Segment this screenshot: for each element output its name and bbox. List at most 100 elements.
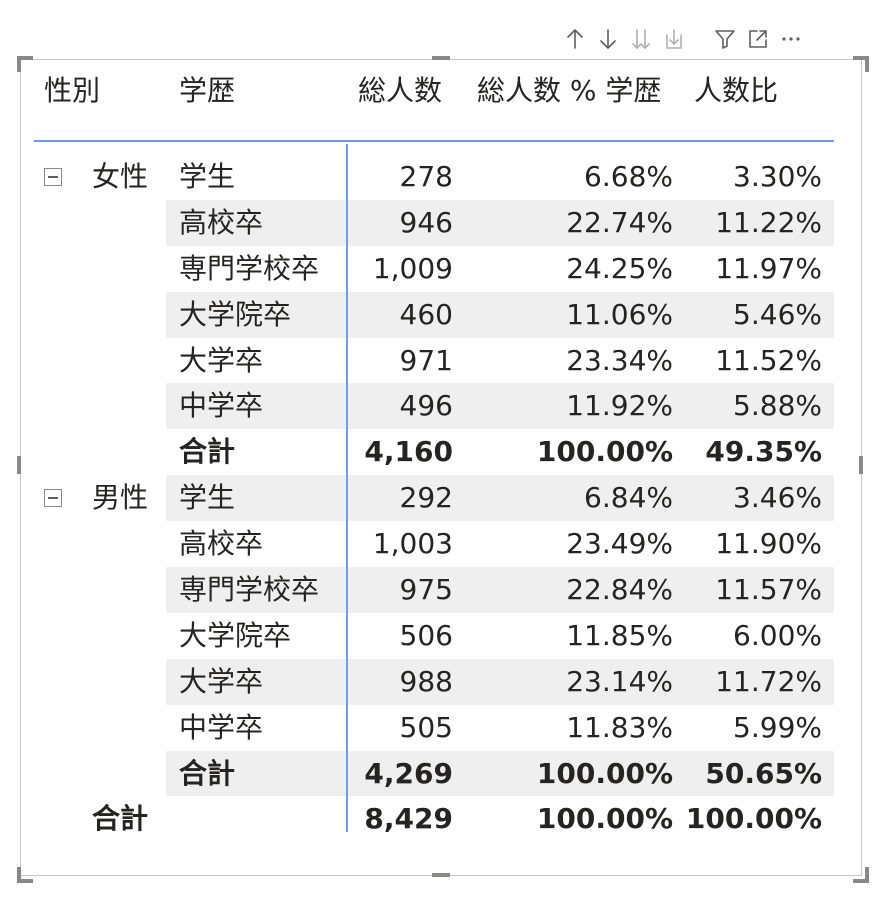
row-header-education[interactable]: 大学院卒 [179, 618, 292, 652]
row-header-gender[interactable]: 女性 [92, 160, 149, 193]
row-header-education[interactable]: 学生 [179, 481, 236, 515]
header-ratio[interactable]: 人数比 [694, 74, 779, 107]
table-row[interactable]: 専門学校卒 975 22.84% 11.57% [34, 567, 834, 613]
value-total[interactable]: 4,160 [364, 435, 453, 469]
value-ratio[interactable]: 5.46% [733, 297, 822, 331]
value-pct-education[interactable]: 24.25% [566, 251, 673, 285]
header-gender[interactable]: 性別 [44, 74, 101, 107]
value-total[interactable]: 975 [399, 573, 453, 607]
value-ratio[interactable]: 3.46% [733, 481, 822, 515]
value-ratio[interactable]: 11.72% [715, 664, 822, 698]
value-ratio[interactable]: 50.65% [705, 756, 822, 790]
value-ratio[interactable]: 11.57% [715, 573, 822, 607]
value-total[interactable]: 4,269 [364, 756, 453, 790]
filter-button[interactable] [710, 22, 740, 56]
value-total[interactable]: 460 [399, 297, 453, 331]
value-pct-education[interactable]: 6.84% [584, 481, 673, 515]
resize-handle-left[interactable] [17, 456, 21, 474]
value-ratio[interactable]: 6.00% [733, 618, 822, 652]
value-pct-education[interactable]: 100.00% [536, 802, 673, 836]
value-ratio[interactable]: 49.35% [705, 435, 822, 469]
focus-mode-button[interactable] [743, 22, 773, 56]
resize-corner-top-right[interactable] [853, 56, 869, 72]
row-header-education[interactable]: 専門学校卒 [179, 573, 320, 607]
value-ratio[interactable]: 5.99% [733, 710, 822, 744]
value-ratio[interactable]: 11.90% [715, 527, 822, 561]
value-ratio[interactable]: 3.30% [733, 160, 822, 193]
resize-handle-right[interactable] [859, 456, 863, 474]
resize-handle-bottom[interactable] [432, 873, 450, 877]
drill-up-button[interactable] [560, 22, 590, 56]
table-row[interactable]: 大学院卒 460 11.06% 5.46% [34, 291, 834, 338]
value-pct-education[interactable]: 23.49% [566, 527, 673, 561]
resize-handle-top[interactable] [432, 56, 450, 60]
row-header-education[interactable]: 高校卒 [179, 527, 264, 561]
drill-down-button[interactable] [593, 22, 623, 56]
value-pct-education[interactable]: 100.00% [536, 435, 673, 469]
row-header-education[interactable]: 中学卒 [179, 710, 264, 744]
value-total[interactable]: 971 [399, 343, 453, 377]
row-header-education[interactable]: 大学卒 [179, 343, 264, 377]
table-row[interactable]: 男性 学生 292 6.84% 3.46% [34, 475, 834, 522]
value-ratio[interactable]: 100.00% [685, 802, 822, 836]
more-options-button[interactable] [776, 22, 806, 56]
row-header-education[interactable]: 中学卒 [179, 389, 264, 423]
table-row[interactable]: 中学卒 505 11.83% 5.99% [34, 705, 834, 751]
resize-corner-top-left[interactable] [17, 56, 33, 72]
value-pct-education[interactable]: 23.14% [566, 664, 673, 698]
table-row[interactable]: 高校卒 946 22.74% 11.22% [34, 199, 834, 246]
table-row[interactable]: 中学卒 496 11.92% 5.88% [34, 383, 834, 430]
value-pct-education[interactable]: 11.92% [566, 389, 673, 423]
value-ratio[interactable]: 11.52% [715, 343, 822, 377]
value-total[interactable]: 988 [399, 664, 453, 698]
table-row[interactable]: 大学卒 988 23.14% 11.72% [34, 658, 834, 705]
grand-total-row[interactable]: 合計 8,429 100.00% 100.00% [34, 796, 834, 842]
resize-corner-bottom-right[interactable] [853, 867, 869, 883]
resize-corner-bottom-left[interactable] [17, 867, 33, 883]
table-row[interactable]: 大学院卒 506 11.85% 6.00% [34, 613, 834, 659]
value-total[interactable]: 278 [399, 160, 453, 193]
subtotal-row[interactable]: 合計 4,160 100.00% 49.35% [34, 429, 834, 475]
subtotal-label[interactable]: 合計 [179, 435, 236, 469]
value-total[interactable]: 1,003 [372, 527, 453, 561]
value-total[interactable]: 8,429 [364, 802, 453, 836]
row-header-education[interactable]: 学生 [179, 160, 236, 193]
row-header-gender[interactable]: 男性 [92, 481, 149, 515]
value-total[interactable]: 1,009 [372, 251, 453, 285]
value-pct-education[interactable]: 100.00% [536, 756, 673, 790]
value-total[interactable]: 292 [399, 481, 453, 515]
collapse-group-button[interactable] [44, 168, 62, 186]
value-pct-education[interactable]: 11.85% [566, 618, 673, 652]
value-total[interactable]: 946 [399, 205, 453, 239]
expand-all-button[interactable] [659, 22, 689, 56]
header-education[interactable]: 学歴 [179, 74, 236, 107]
more-options-icon [782, 37, 800, 41]
value-pct-education[interactable]: 11.83% [566, 710, 673, 744]
value-pct-education[interactable]: 22.74% [566, 205, 673, 239]
value-ratio[interactable]: 11.22% [715, 205, 822, 239]
table-row[interactable]: 専門学校卒 1,009 24.25% 11.97% [34, 246, 834, 292]
value-pct-education[interactable]: 22.84% [566, 573, 673, 607]
header-total[interactable]: 総人数 [358, 74, 443, 107]
table-row[interactable]: 大学卒 971 23.34% 11.52% [34, 338, 834, 384]
grand-total-label[interactable]: 合計 [92, 802, 149, 836]
value-pct-education[interactable]: 6.68% [584, 160, 673, 193]
row-header-education[interactable]: 高校卒 [179, 205, 264, 239]
value-total[interactable]: 506 [399, 618, 453, 652]
table-row[interactable]: 高校卒 1,003 23.49% 11.90% [34, 521, 834, 567]
header-pct-education[interactable]: 総人数 % 学歴 [477, 74, 662, 107]
table-row[interactable]: 女性 学生 278 6.68% 3.30% [34, 154, 834, 200]
value-total[interactable]: 505 [399, 710, 453, 744]
subtotal-row[interactable]: 合計 4,269 100.00% 50.65% [34, 750, 834, 797]
value-pct-education[interactable]: 11.06% [566, 297, 673, 331]
row-header-education[interactable]: 大学卒 [179, 664, 264, 698]
value-ratio[interactable]: 11.97% [715, 251, 822, 285]
next-level-button[interactable] [626, 22, 656, 56]
row-header-education[interactable]: 専門学校卒 [179, 251, 320, 285]
row-header-education[interactable]: 大学院卒 [179, 297, 292, 331]
value-total[interactable]: 496 [399, 389, 453, 423]
subtotal-label[interactable]: 合計 [179, 756, 236, 790]
collapse-group-button[interactable] [44, 489, 62, 508]
value-ratio[interactable]: 5.88% [733, 389, 822, 423]
value-pct-education[interactable]: 23.34% [566, 343, 673, 377]
